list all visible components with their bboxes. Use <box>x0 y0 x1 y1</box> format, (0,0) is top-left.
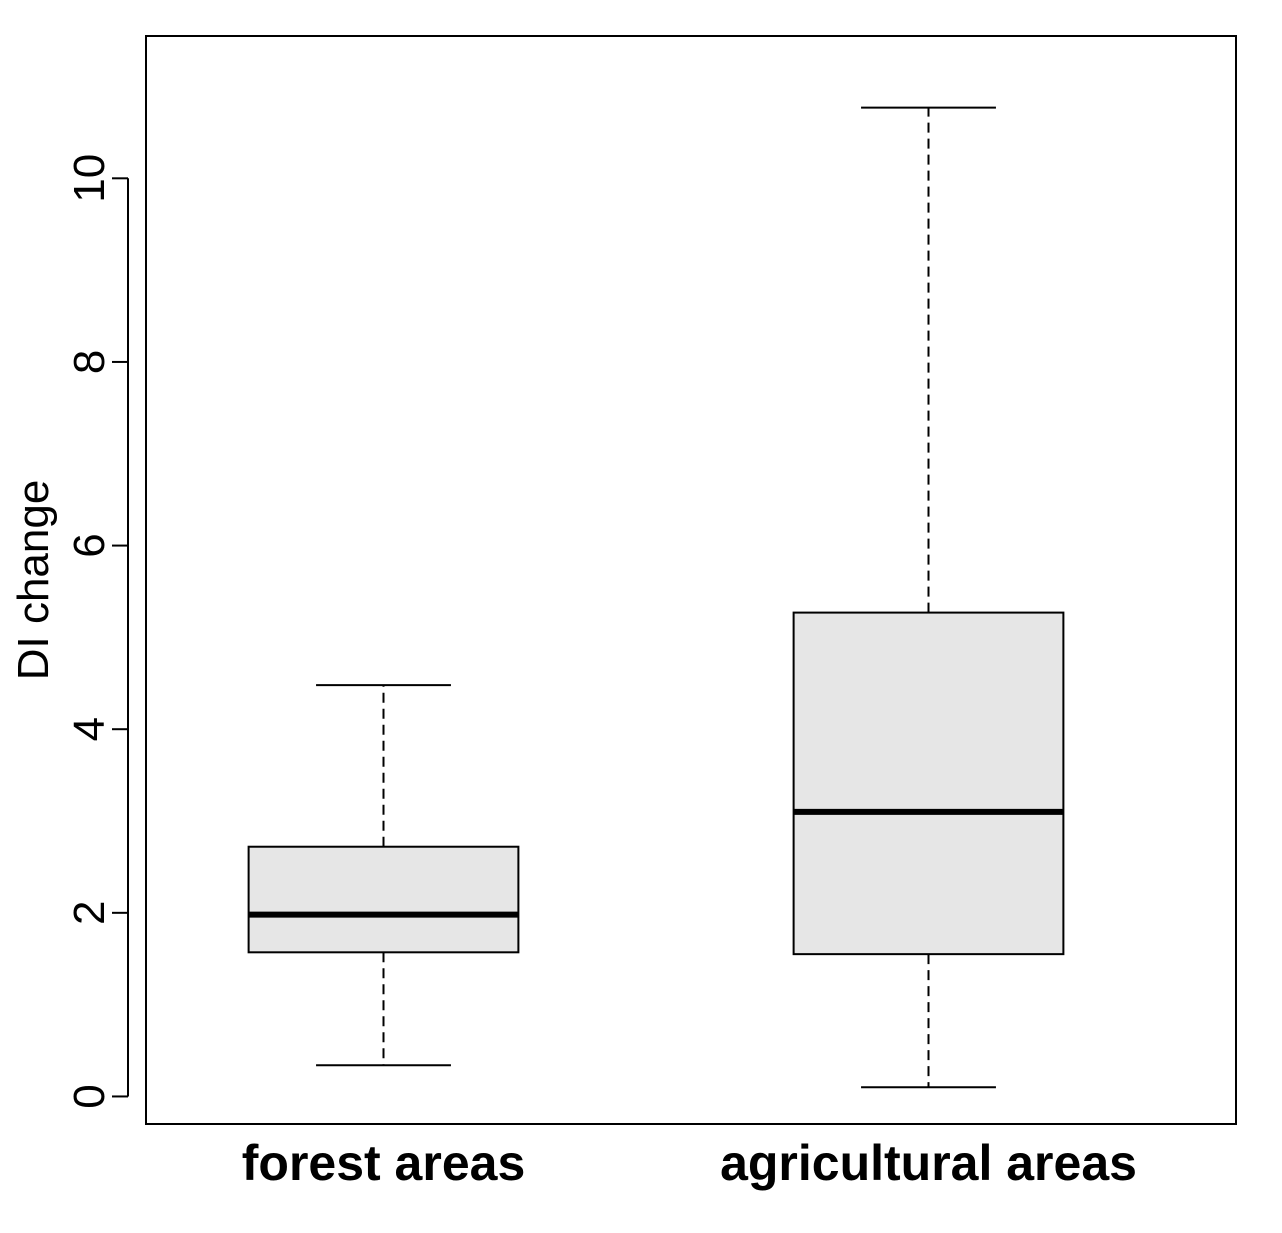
y-tick-label-2: 2 <box>65 901 114 925</box>
y-tick-label-10: 10 <box>65 154 114 203</box>
y-tick-label-6: 6 <box>65 533 114 557</box>
iqr-box <box>247 845 520 954</box>
y-axis-title: DI change <box>9 480 58 681</box>
y-tick-label-8: 8 <box>65 350 114 374</box>
y-tick-label-0: 0 <box>65 1084 114 1108</box>
box-agricultural-areas <box>792 106 1065 1089</box>
category-label-agricultural-areas: agricultural areas <box>720 1135 1137 1191</box>
y-tick-label-4: 4 <box>65 717 114 741</box>
iqr-box <box>792 611 1065 956</box>
plot-frame <box>145 35 1237 1125</box>
category-label-forest-areas: forest areas <box>242 1135 526 1191</box>
category-labels: forest areas agricultural areas <box>242 1135 1137 1191</box>
y-axis: 0 2 4 6 8 10 <box>65 154 129 1109</box>
box-forest-areas <box>247 684 520 1067</box>
boxes-layer <box>247 106 1065 1089</box>
